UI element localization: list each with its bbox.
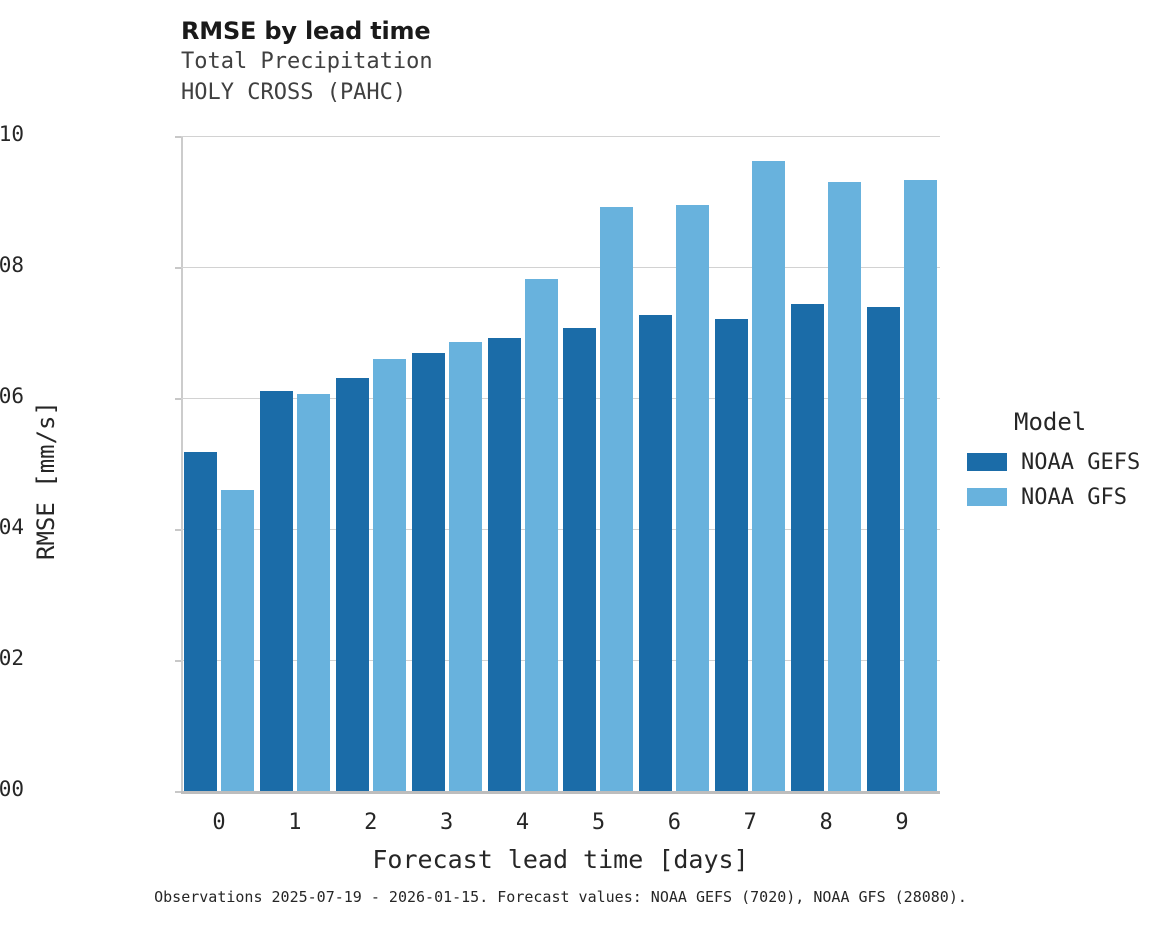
chart-subtitle-variable: Total Precipitation	[181, 49, 433, 74]
bar-noaa-gfs-day-5[interactable]	[600, 206, 634, 791]
bar-group	[563, 136, 634, 791]
legend-swatch-icon	[967, 453, 1007, 471]
y-axis-tick-label: 0.00006	[0, 384, 24, 408]
bar-group	[715, 136, 786, 791]
y-axis-tick-mark	[175, 791, 182, 793]
legend-entries: NOAA GEFS NOAA GFS	[967, 446, 1140, 513]
y-axis-tick-mark	[175, 398, 182, 400]
bar-noaa-gfs-day-0[interactable]	[220, 490, 254, 791]
x-axis-tick-label: 0	[212, 810, 226, 835]
x-axis-tick-label: 8	[819, 810, 833, 835]
bar-group	[867, 136, 938, 791]
bar-noaa-gefs-day-2[interactable]	[335, 377, 369, 791]
bar-noaa-gefs-day-4[interactable]	[487, 338, 521, 791]
x-axis-tick-label: 9	[895, 810, 909, 835]
bar-noaa-gefs-day-3[interactable]	[411, 352, 445, 791]
bar-layer	[181, 136, 940, 791]
plot-area	[181, 136, 940, 794]
bar-noaa-gefs-day-8[interactable]	[791, 303, 825, 791]
bar-group	[411, 136, 482, 791]
gridline	[181, 529, 940, 530]
gridline	[181, 398, 940, 399]
footer-note: Observations 2025-07-19 - 2026-01-15. Fo…	[154, 888, 967, 906]
x-axis-tick-label: 2	[364, 810, 378, 835]
bar-noaa-gefs-day-0[interactable]	[183, 452, 217, 791]
bar-noaa-gfs-day-3[interactable]	[448, 341, 482, 791]
y-axis-tick-mark	[175, 529, 182, 531]
bar-noaa-gfs-day-1[interactable]	[296, 394, 330, 791]
x-axis-tick-label: 1	[288, 810, 302, 835]
gridline	[181, 136, 940, 137]
legend-item-label: NOAA GFS	[1021, 484, 1127, 510]
legend-item-label: NOAA GEFS	[1021, 449, 1141, 475]
bar-group	[183, 136, 254, 791]
bar-noaa-gfs-day-2[interactable]	[372, 359, 406, 791]
bar-group	[259, 136, 330, 791]
legend: Model NOAA GEFS NOAA GFS	[967, 408, 1140, 516]
x-axis-tick-label: 3	[440, 810, 454, 835]
x-axis-line	[181, 791, 940, 794]
bar-group	[335, 136, 406, 791]
legend-item-noaa-gfs[interactable]: NOAA GFS	[967, 481, 1140, 513]
y-axis-line	[181, 136, 183, 794]
y-axis-tick-label: 0.00002	[0, 646, 24, 670]
bar-noaa-gefs-day-9[interactable]	[867, 306, 901, 791]
bar-noaa-gefs-day-1[interactable]	[259, 390, 293, 791]
bar-group	[791, 136, 862, 791]
bar-group	[639, 136, 710, 791]
x-axis-tick-label: 4	[515, 810, 530, 835]
y-axis-tick-label: 0.00004	[0, 515, 24, 539]
bar-noaa-gefs-day-6[interactable]	[639, 314, 673, 791]
gridline	[181, 660, 940, 661]
bar-noaa-gfs-day-9[interactable]	[904, 179, 938, 791]
bar-noaa-gfs-day-6[interactable]	[676, 204, 710, 791]
bar-group	[487, 136, 558, 791]
y-axis-tick-mark	[175, 660, 182, 662]
bar-noaa-gfs-day-8[interactable]	[828, 181, 862, 791]
legend-title: Model	[1014, 408, 1087, 436]
chart-subtitle-station: HOLY CROSS (PAHC)	[181, 80, 407, 105]
y-axis-title: RMSE [mm/s]	[32, 401, 60, 560]
y-axis-tick-mark	[175, 136, 182, 138]
legend-swatch-icon	[967, 488, 1007, 506]
y-axis-tick-mark	[175, 267, 182, 269]
x-axis-tick-label: 7	[743, 810, 757, 835]
y-axis-tick-label: 0.00010	[0, 122, 24, 146]
bar-noaa-gefs-day-5[interactable]	[563, 327, 597, 791]
title-block: RMSE by lead time Total Precipitation HO…	[181, 16, 433, 108]
x-axis-title: Forecast lead time [days]	[372, 845, 749, 874]
bar-noaa-gfs-day-7[interactable]	[752, 160, 786, 791]
legend-item-noaa-gefs[interactable]: NOAA GEFS	[967, 446, 1140, 478]
bar-noaa-gefs-day-7[interactable]	[715, 319, 749, 791]
y-axis-tick-label: 0.00008	[0, 253, 24, 277]
y-axis-tick-label: 0.00000	[0, 777, 24, 801]
x-axis-tick-label: 6	[667, 810, 681, 835]
page-title: RMSE by lead time	[181, 17, 431, 45]
bar-noaa-gfs-day-4[interactable]	[524, 278, 558, 791]
x-axis-tick-label: 5	[591, 810, 606, 835]
gridline	[181, 267, 940, 268]
